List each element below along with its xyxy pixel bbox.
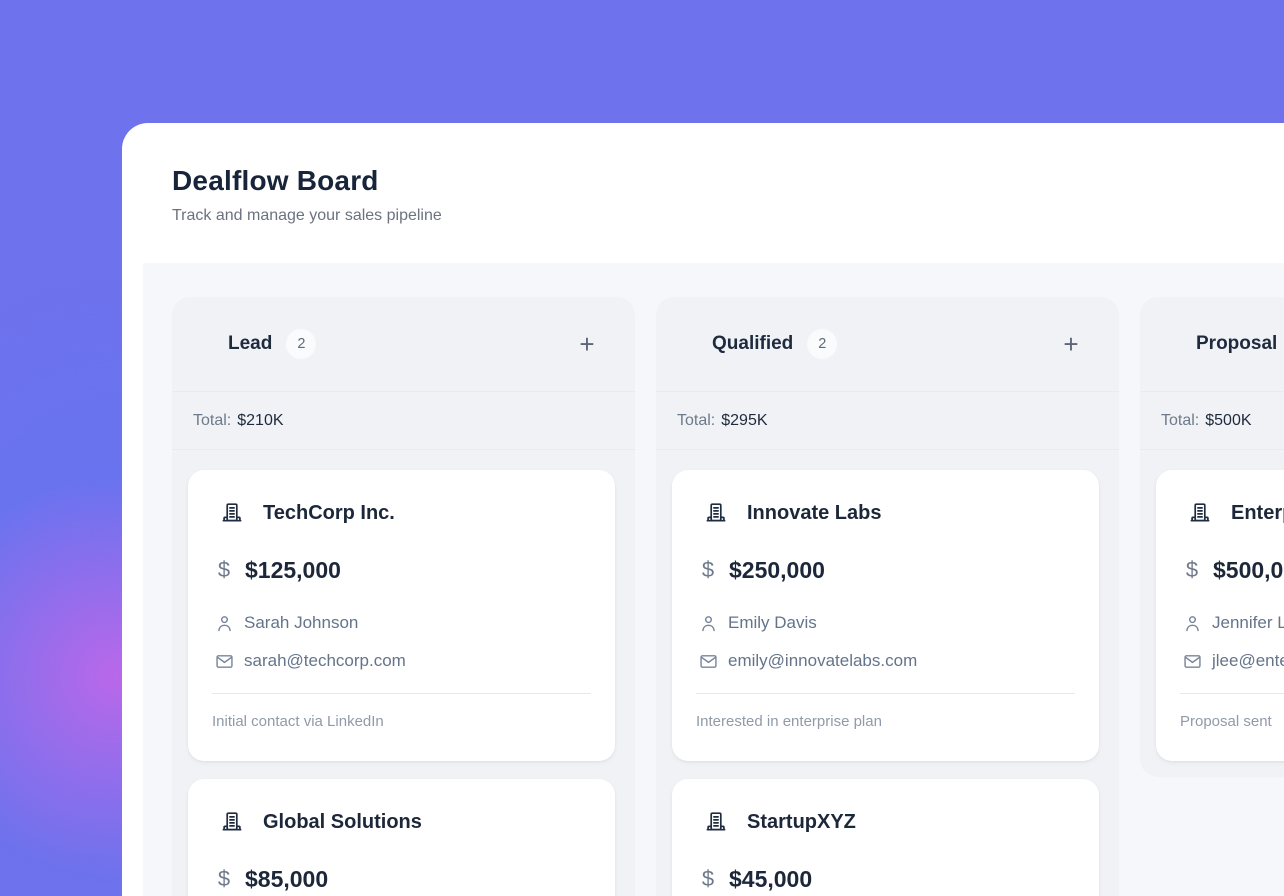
deal-contact-name: Sarah Johnson bbox=[244, 613, 359, 632]
deal-note: Interested in enterprise plan bbox=[696, 713, 882, 730]
deal-value-row: $ $45,000 bbox=[696, 865, 1075, 893]
building-icon bbox=[704, 810, 728, 834]
column-total-value: $295K bbox=[721, 411, 768, 429]
deal-email: emily@innovatelabs.com bbox=[728, 651, 918, 670]
dollar-icon: $ bbox=[217, 557, 231, 582]
column-title: Proposal bbox=[1196, 333, 1278, 354]
pipeline-column-proposal: Proposal + Total: $500K Enterprise Co bbox=[1140, 297, 1284, 777]
dollar-icon: $ bbox=[1185, 557, 1199, 582]
building-icon bbox=[220, 501, 244, 525]
page-subtitle: Track and manage your sales pipeline bbox=[172, 207, 442, 224]
column-header: Lead 2 + bbox=[172, 297, 635, 392]
deal-company-name: Innovate Labs bbox=[747, 501, 882, 524]
dollar-icon: $ bbox=[217, 866, 231, 891]
deal-company-row: Innovate Labs bbox=[696, 500, 1075, 526]
deal-contact-name: Emily Davis bbox=[728, 613, 817, 632]
card-divider bbox=[1180, 693, 1284, 694]
deal-email-row: sarah@techcorp.com bbox=[212, 650, 591, 672]
deal-card[interactable]: Innovate Labs $ $250,000 Emily Davis e bbox=[672, 470, 1099, 761]
deal-value-row: $ $125,000 bbox=[212, 556, 591, 584]
mail-icon bbox=[212, 651, 236, 672]
deal-company-row: Global Solutions bbox=[212, 809, 591, 835]
column-total-row: Total: $210K bbox=[172, 392, 635, 450]
app-header: Dealflow Board Track and manage your sal… bbox=[172, 165, 442, 225]
deal-card[interactable]: Global Solutions $ $85,000 bbox=[188, 779, 615, 896]
deal-note: Initial contact via LinkedIn bbox=[212, 713, 384, 730]
pipeline-column-lead: Lead 2 + Total: $210K TechCorp Inc. $ bbox=[172, 297, 635, 896]
deal-card[interactable]: StartupXYZ $ $45,000 bbox=[672, 779, 1099, 896]
deal-email-row: emily@innovatelabs.com bbox=[696, 650, 1075, 672]
deal-value-row: $ $500,000 bbox=[1180, 556, 1284, 584]
deal-contact-row: Emily Davis bbox=[696, 612, 1075, 634]
deal-value: $500,000 bbox=[1213, 556, 1284, 583]
pipeline-column-qualified: Qualified 2 + Total: $295K Innovate Labs bbox=[656, 297, 1119, 896]
column-header: Proposal + bbox=[1140, 297, 1284, 392]
person-icon bbox=[696, 613, 720, 634]
column-total-label: Total: bbox=[1161, 411, 1200, 429]
mail-icon bbox=[696, 651, 720, 672]
column-total-row: Total: $295K bbox=[656, 392, 1119, 450]
card-divider bbox=[696, 693, 1075, 694]
mail-icon bbox=[1180, 651, 1204, 672]
deal-value: $125,000 bbox=[245, 556, 341, 583]
column-title: Lead bbox=[228, 333, 273, 354]
deal-email: sarah@techcorp.com bbox=[244, 651, 406, 670]
deal-email: jlee@enterprise.com bbox=[1212, 651, 1284, 670]
page-title: Dealflow Board bbox=[172, 165, 379, 196]
dollar-icon: $ bbox=[701, 557, 715, 582]
deal-card[interactable]: TechCorp Inc. $ $125,000 Sarah Johnson bbox=[188, 470, 615, 761]
deal-value: $250,000 bbox=[729, 556, 825, 583]
deal-value-row: $ $85,000 bbox=[212, 865, 591, 893]
deal-value-row: $ $250,000 bbox=[696, 556, 1075, 584]
add-card-button[interactable]: + bbox=[1055, 328, 1087, 360]
column-card-list: Enterprise Co $ $500,000 Jennifer Lee bbox=[1140, 450, 1284, 777]
deal-note: Proposal sent bbox=[1180, 713, 1272, 730]
column-card-list: Innovate Labs $ $250,000 Emily Davis e bbox=[656, 450, 1119, 896]
deal-contact-row: Sarah Johnson bbox=[212, 612, 591, 634]
deal-value: $85,000 bbox=[245, 865, 329, 892]
deal-company-row: Enterprise Co bbox=[1180, 500, 1284, 526]
deal-contact-name: Jennifer Lee bbox=[1212, 613, 1284, 632]
card-divider bbox=[212, 693, 591, 694]
person-icon bbox=[212, 613, 236, 634]
deal-email-row: jlee@enterprise.com bbox=[1180, 650, 1284, 672]
kanban-board: Lead 2 + Total: $210K TechCorp Inc. $ bbox=[143, 263, 1284, 896]
deal-company-name: StartupXYZ bbox=[747, 810, 856, 833]
main-panel: Dealflow Board Track and manage your sal… bbox=[122, 123, 1284, 896]
building-icon bbox=[704, 501, 728, 525]
column-header: Qualified 2 + bbox=[656, 297, 1119, 392]
column-title: Qualified bbox=[712, 333, 794, 354]
deal-company-name: Global Solutions bbox=[263, 810, 422, 833]
deal-company-name: Enterprise Co bbox=[1231, 501, 1284, 524]
dollar-icon: $ bbox=[701, 866, 715, 891]
column-total-row: Total: $500K bbox=[1140, 392, 1284, 450]
column-total-label: Total: bbox=[193, 411, 232, 429]
column-total-value: $500K bbox=[1205, 411, 1252, 429]
column-count-badge: 2 bbox=[286, 329, 317, 359]
column-total-label: Total: bbox=[677, 411, 716, 429]
column-card-list: TechCorp Inc. $ $125,000 Sarah Johnson bbox=[172, 450, 635, 896]
deal-contact-row: Jennifer Lee bbox=[1180, 612, 1284, 634]
person-icon bbox=[1180, 613, 1204, 634]
add-card-button[interactable]: + bbox=[571, 328, 603, 360]
deal-card[interactable]: Enterprise Co $ $500,000 Jennifer Lee bbox=[1156, 470, 1284, 761]
column-count-badge: 2 bbox=[807, 329, 838, 359]
deal-value: $45,000 bbox=[729, 865, 813, 892]
deal-company-row: StartupXYZ bbox=[696, 809, 1075, 835]
column-total-value: $210K bbox=[237, 411, 284, 429]
building-icon bbox=[1188, 501, 1212, 525]
building-icon bbox=[220, 810, 244, 834]
deal-company-name: TechCorp Inc. bbox=[263, 501, 395, 524]
deal-company-row: TechCorp Inc. bbox=[212, 500, 591, 526]
